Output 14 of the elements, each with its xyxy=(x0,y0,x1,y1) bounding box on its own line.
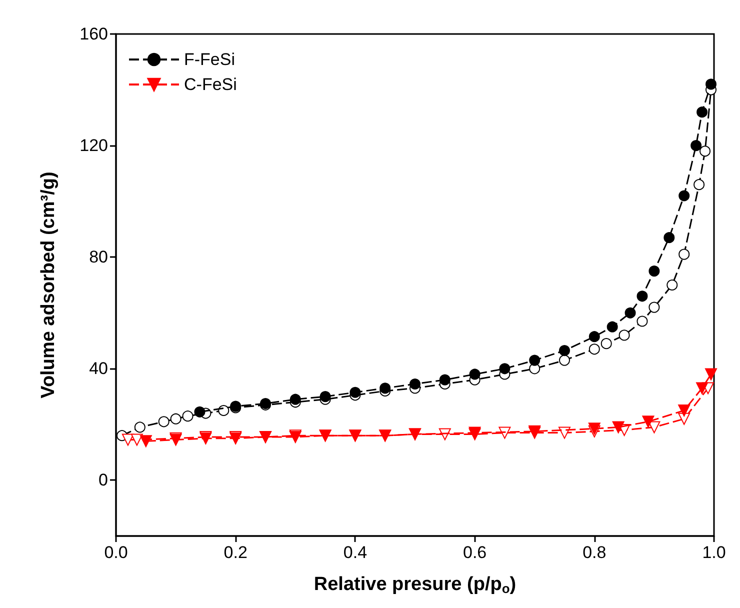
y-tick-label: 40 xyxy=(89,359,108,378)
y-tick-label: 160 xyxy=(80,24,108,44)
legend-label: F-FeSi xyxy=(184,50,235,69)
x-tick-label: 0.4 xyxy=(343,543,368,562)
x-tick-label: 0.0 xyxy=(104,543,128,562)
y-tick-label: 0 xyxy=(98,470,108,490)
x-tick-label: 1.0 xyxy=(702,543,726,562)
y-axis-title: Volume adsorbed (cm³/g) xyxy=(38,172,59,398)
y-tick-label: 120 xyxy=(80,136,108,156)
x-tick-label: 0.6 xyxy=(462,543,487,562)
x-tick-label: 0.2 xyxy=(224,543,248,562)
y-tick-label: 80 xyxy=(89,248,108,267)
x-tick-label: 0.8 xyxy=(582,543,606,562)
legend-label: C-FeSi xyxy=(184,75,237,94)
